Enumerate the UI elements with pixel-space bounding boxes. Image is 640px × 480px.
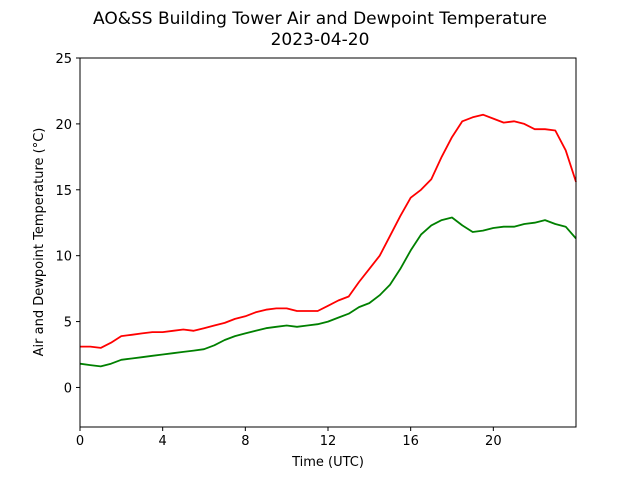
chart-subtitle: 2023-04-20 <box>271 30 370 50</box>
x-axis-label: Time (UTC) <box>291 455 364 470</box>
series-layer <box>79 113 577 368</box>
y-tick-label: 20 <box>55 118 72 133</box>
tick-layer: 0 4 8 12 16 20 0 5 10 15 20 25 <box>55 52 501 449</box>
y-axis-label: Air and Dewpoint Temperature (°C) <box>32 128 47 357</box>
y-tick-label: 10 <box>55 250 72 265</box>
x-tick-label: 0 <box>76 434 84 449</box>
y-tick-label: 0 <box>64 381 72 396</box>
series-line-2 <box>79 216 577 368</box>
chart-title: AO&SS Building Tower Air and Dewpoint Te… <box>93 9 547 29</box>
x-tick-label: 20 <box>485 434 502 449</box>
plot-frame <box>79 57 577 428</box>
y-tick-label: 25 <box>55 52 72 67</box>
x-tick-label: 8 <box>241 434 249 449</box>
y-tick-label: 5 <box>64 316 72 331</box>
y-tick-label: 15 <box>55 184 72 199</box>
x-tick-label: 12 <box>320 434 337 449</box>
series-line-1 <box>80 113 577 349</box>
x-tick-label: 16 <box>402 434 419 449</box>
x-tick-label: 4 <box>159 434 167 449</box>
